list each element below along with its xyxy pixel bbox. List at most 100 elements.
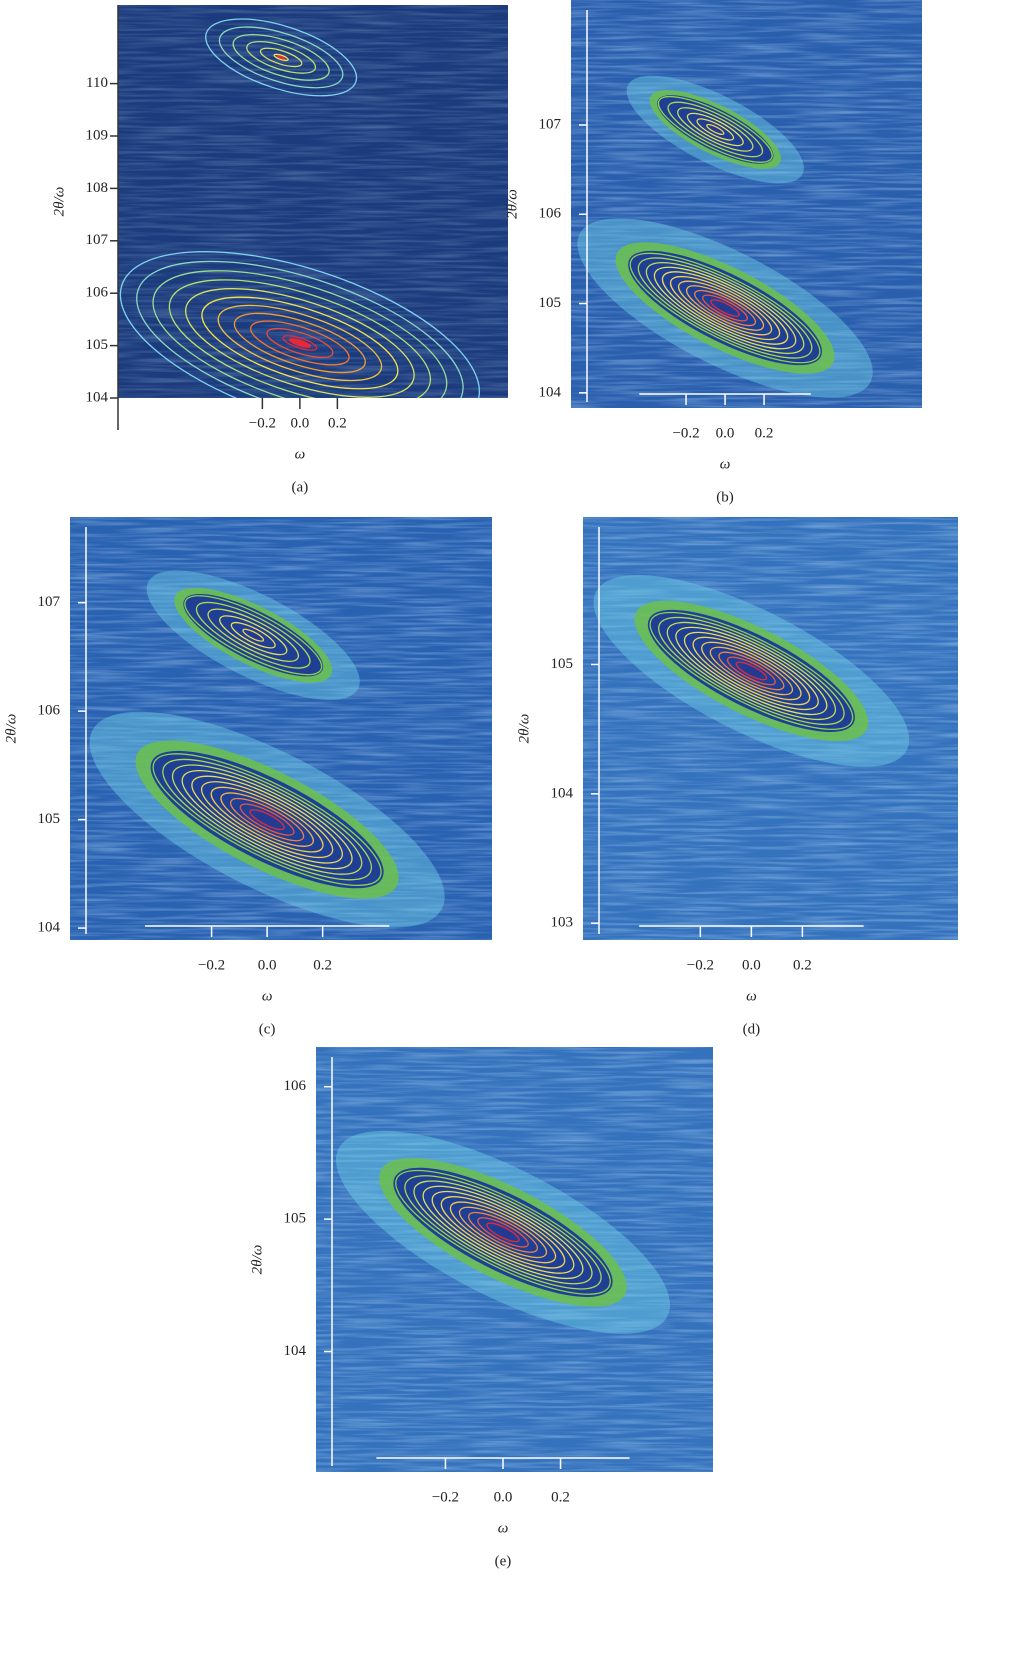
x-tick-label: 0.0 <box>291 415 310 431</box>
y-tick-label: 106 <box>38 703 61 719</box>
x-axis-label: ω <box>746 988 757 1004</box>
contour-line <box>477 1217 529 1248</box>
y-tick-label: 107 <box>38 594 61 610</box>
peak-center <box>741 665 762 677</box>
contour-line <box>431 1190 575 1274</box>
contour-line <box>701 641 802 701</box>
contour-line <box>458 1206 548 1259</box>
contour-line <box>404 1175 602 1290</box>
peak <box>577 218 873 398</box>
contour-line <box>735 661 768 681</box>
panel-label: (c) <box>259 1021 276 1037</box>
contour-line <box>230 621 276 649</box>
y-tick-label: 105 <box>38 811 61 827</box>
peak-center <box>276 55 286 60</box>
x-tick-label: 0.2 <box>313 957 332 973</box>
x-tick-label: −0.2 <box>687 957 714 973</box>
contour-line <box>168 279 432 398</box>
contour-line <box>136 260 464 398</box>
contour-line <box>162 758 373 881</box>
panel: 104 105 106 107 −0.2 0.0 0.2 ω 2θ/ω (c) <box>3 517 492 1037</box>
peak-center <box>255 813 279 827</box>
contour-line <box>191 775 343 864</box>
contour-line <box>205 18 358 97</box>
peak <box>593 575 910 767</box>
contour-line <box>233 312 366 374</box>
contour-line <box>694 289 757 327</box>
contour-line <box>657 95 773 163</box>
contour-line <box>649 611 854 731</box>
peak-center <box>492 1226 514 1239</box>
contour-line <box>440 1196 566 1269</box>
x-tick-label: 0.0 <box>716 425 735 441</box>
y-tick-label: 106 <box>284 1078 307 1094</box>
contour-line <box>229 797 305 842</box>
contour-line <box>184 595 323 676</box>
y-tick-label: 109 <box>86 127 109 143</box>
y-axis-label: 2θ/ω <box>51 187 67 217</box>
contour-line <box>486 1222 520 1243</box>
contour-line <box>413 1180 593 1285</box>
contour-line <box>706 123 725 136</box>
contour-line <box>692 636 811 706</box>
y-tick-label: 104 <box>284 1343 307 1359</box>
peak <box>89 711 445 928</box>
panel-label: (d) <box>743 1021 761 1037</box>
contour-line <box>195 601 311 669</box>
contour-line <box>675 626 828 716</box>
x-tick-label: −0.2 <box>249 415 276 431</box>
contour-line <box>210 786 324 853</box>
contour-line <box>152 270 448 398</box>
x-tick-label: −0.2 <box>432 1489 459 1505</box>
y-tick-label: 105 <box>284 1211 307 1227</box>
x-tick-label: 0.2 <box>551 1489 570 1505</box>
x-axis-label: ω <box>295 446 306 462</box>
panel: 104 105 106 107 −0.2 0.0 0.2 ω 2θ/ω (b) <box>504 0 922 505</box>
y-tick-label: 105 <box>86 337 109 353</box>
contour-line <box>696 118 735 141</box>
plot-area <box>583 517 958 940</box>
y-tick-label: 106 <box>86 285 109 301</box>
y-axis-label: 2θ/ω <box>516 714 532 744</box>
plot-area <box>316 1047 713 1472</box>
y-tick-label: 108 <box>86 180 109 196</box>
plot-area <box>571 0 922 408</box>
panel-label: (b) <box>716 489 734 505</box>
y-tick-label: 107 <box>86 232 109 248</box>
panel: 104 105 106 −0.2 0.0 0.2 ω 2θ/ω (e) <box>249 1047 713 1569</box>
contour-line <box>653 266 797 350</box>
contour-line <box>677 280 773 336</box>
y-axis-label: 2θ/ω <box>3 714 19 744</box>
x-tick-label: 0.0 <box>494 1489 513 1505</box>
contour-line <box>637 257 813 359</box>
noise <box>118 5 508 398</box>
contour-line <box>201 296 399 390</box>
x-tick-label: 0.0 <box>742 957 761 973</box>
x-axis-label: ω <box>262 988 273 1004</box>
contour-line <box>266 327 334 359</box>
plot-area <box>70 517 492 940</box>
contour-line <box>220 792 314 847</box>
contour-line <box>171 764 363 875</box>
noise <box>583 517 958 940</box>
contour-line <box>686 285 765 331</box>
contour-line <box>658 616 845 726</box>
contour-line <box>449 1201 557 1264</box>
x-tick-label: 0.0 <box>258 957 277 973</box>
contour-line <box>629 252 821 364</box>
contour-line <box>217 304 383 382</box>
x-axis-label: ω <box>720 456 731 472</box>
contour-line <box>422 1185 584 1280</box>
contour-line <box>207 608 300 662</box>
x-axis-label: ω <box>498 1520 509 1536</box>
contour-line <box>718 651 785 691</box>
contour-line <box>259 47 303 68</box>
peak-center <box>715 302 735 314</box>
contour-line <box>282 335 318 351</box>
contour-line <box>250 320 350 366</box>
contour-line <box>669 275 781 341</box>
contour-line <box>395 1169 611 1295</box>
peak <box>205 18 358 97</box>
y-tick-label: 104 <box>38 920 61 936</box>
